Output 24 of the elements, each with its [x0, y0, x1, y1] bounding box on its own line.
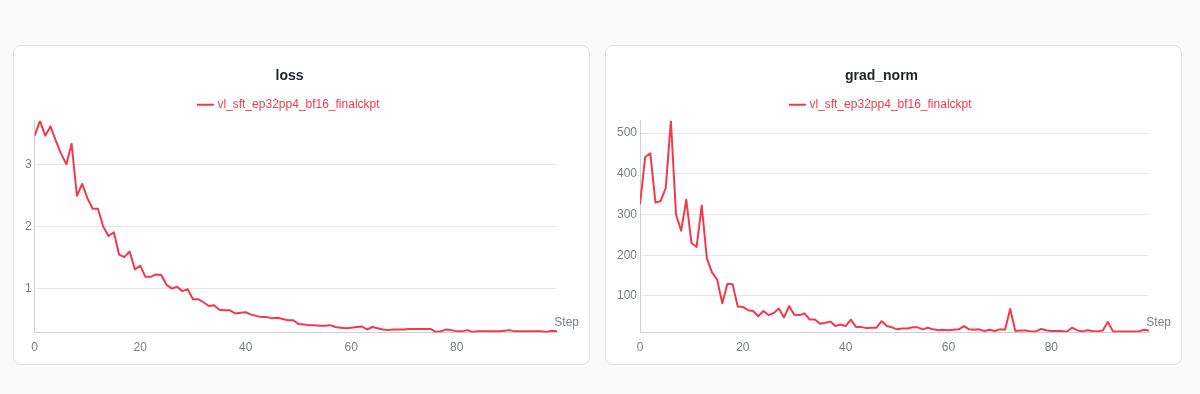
y-tick-label: 3 — [24, 157, 32, 172]
x-tick-label: 0 — [636, 340, 644, 355]
y-tick-label: 200 — [616, 247, 638, 262]
y-tick-label: 2 — [24, 219, 32, 234]
y-tick-label: 300 — [616, 206, 638, 221]
x-tick-label: 80 — [450, 340, 464, 355]
x-tick-label: 60 — [941, 340, 956, 355]
y-tick-label: 400 — [616, 166, 638, 181]
x-tick-label: 20 — [736, 340, 750, 355]
legend-label: vl_sft_ep32pp4_bf16_finalckpt — [217, 97, 381, 112]
legend-label: vl_sft_ep32pp4_bf16_finalckpt — [809, 97, 973, 112]
chart-title: loss — [275, 67, 304, 84]
y-tick-label: 500 — [616, 125, 638, 140]
x-tick-label: 60 — [344, 340, 359, 355]
x-tick-label: 20 — [133, 340, 148, 355]
chart-title: grad_norm — [844, 67, 919, 84]
x-axis-title: Step — [1146, 314, 1172, 329]
y-tick-label: 100 — [616, 288, 638, 303]
x-axis-title: Step — [554, 314, 580, 329]
x-tick-label: 0 — [31, 340, 39, 355]
x-tick-label: 80 — [1044, 340, 1059, 355]
x-tick-label: 40 — [239, 340, 253, 355]
x-tick-label: 40 — [838, 340, 853, 355]
y-tick-label: 1 — [24, 280, 32, 295]
